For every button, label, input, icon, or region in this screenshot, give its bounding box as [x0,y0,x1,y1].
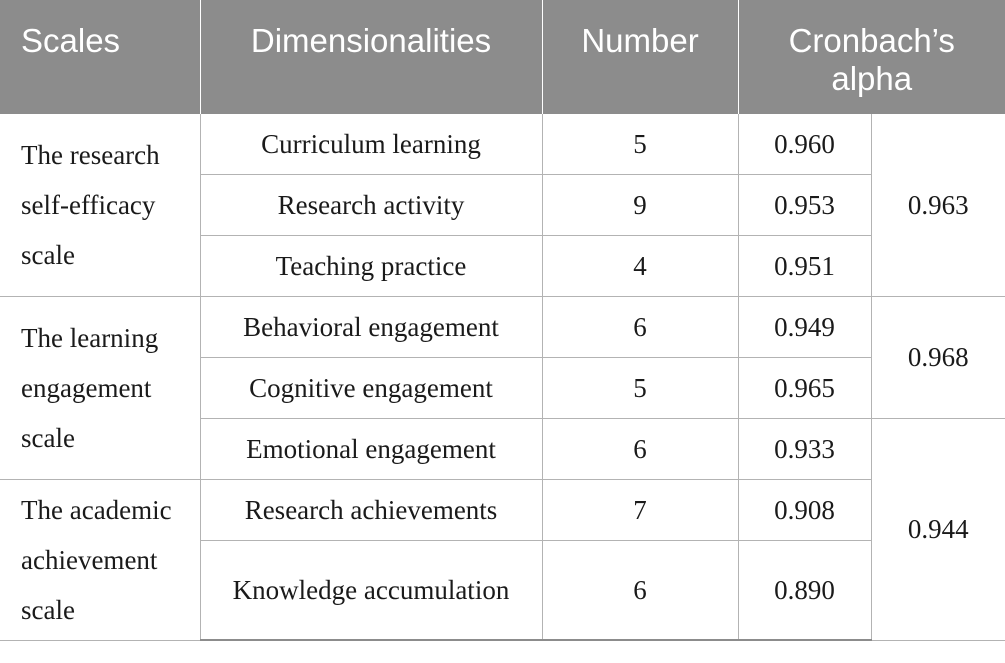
overall-alpha-cell: 0.944 [870,418,1005,641]
dimension-cell: Cognitive engagement [200,357,543,419]
dimension-cell: Emotional engagement [200,418,543,480]
number-cell: 6 [541,296,739,358]
number-cell: 5 [541,114,739,175]
scale-cell: The learning engagement scale [0,296,201,480]
table-row: The research self-efficacy scale Curricu… [0,114,1005,297]
scale-cell: The research self-efficacy scale [0,114,201,297]
table-row: Teaching practice 4 0.951 [0,235,1005,297]
alpha-cell: 0.949 [737,296,872,358]
number-cell: 6 [541,418,739,480]
header-cronbach-alpha: Cronbach’s alpha [737,0,1005,114]
dimension-cell: Curriculum learning [199,114,543,175]
number-cell: 9 [541,174,739,236]
overall-alpha-cell: 0.968 [870,296,1005,419]
table-row: Emotional engagement 6 0.933 0.944 [0,418,1005,641]
dimension-cell: Research activity [200,174,543,236]
header-number: Number [541,0,738,114]
alpha-cell: 0.960 [737,114,872,175]
table-row: The learning engagement scale Behavioral… [0,296,1005,480]
scale-cell: The academic achievement scale [0,479,201,641]
table-row: Research activity 9 0.953 [0,174,1005,236]
dimension-cell: Behavioral engagement [199,296,543,358]
dimension-cell: Research achievements [199,479,543,541]
header-dimensionalities: Dimensionalities [199,0,542,114]
reliability-table: Scales Dimensionalities Number Cronbach’… [0,0,1005,641]
header-scales: Scales [0,0,200,114]
alpha-cell: 0.890 [737,540,871,641]
dimension-cell: Knowledge accumulation [200,540,543,641]
alpha-cell: 0.951 [737,235,871,297]
number-cell: 6 [541,540,739,641]
number-cell: 4 [541,235,739,297]
dimension-cell: Teaching practice [200,235,543,297]
alpha-cell: 0.908 [737,479,871,541]
alpha-cell: 0.953 [737,174,871,236]
number-cell: 7 [541,479,739,541]
header-row: Scales Dimensionalities Number Cronbach’… [0,0,1005,114]
overall-alpha-cell: 0.963 [870,114,1005,297]
alpha-cell: 0.933 [737,418,872,480]
table-row: The academic achievement scale Research … [0,479,1005,641]
number-cell: 5 [541,357,739,419]
table-row: Knowledge accumulation 6 0.890 [0,540,1005,641]
alpha-cell: 0.965 [737,357,871,419]
